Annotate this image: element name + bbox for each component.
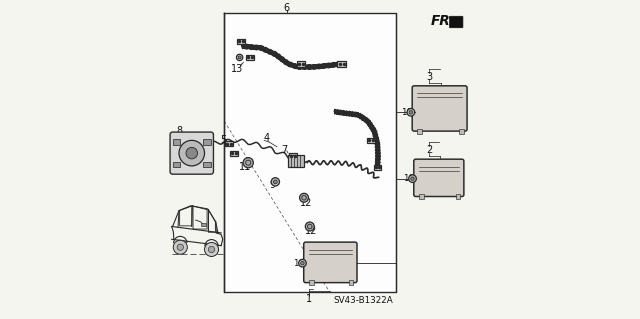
Circle shape [271,178,280,186]
Circle shape [273,180,277,184]
Bar [296,61,305,67]
Bar [337,61,346,67]
Text: 8: 8 [176,126,182,136]
Bar [173,162,180,167]
Circle shape [179,140,205,166]
Circle shape [411,177,414,180]
Text: 11: 11 [239,162,251,173]
Circle shape [173,240,188,254]
Bar [246,55,253,60]
Text: 3: 3 [426,71,433,82]
Bar [204,162,211,167]
Text: 12: 12 [305,226,317,236]
Text: 5: 5 [220,135,227,145]
Text: 7: 7 [282,145,288,155]
Circle shape [407,108,415,116]
Bar [237,39,245,44]
Text: 12: 12 [300,197,312,208]
Circle shape [409,175,417,182]
Circle shape [299,259,307,267]
Bar [349,280,353,285]
Bar [202,223,206,226]
Circle shape [305,222,314,231]
Bar [230,151,237,156]
Text: 2: 2 [426,145,433,155]
FancyBboxPatch shape [414,159,464,197]
FancyBboxPatch shape [304,242,357,283]
Bar [459,129,463,134]
Bar [225,141,233,146]
Text: 6: 6 [284,3,289,13]
FancyBboxPatch shape [412,86,467,131]
Text: 13: 13 [231,63,243,74]
Bar [417,129,422,134]
FancyBboxPatch shape [449,16,463,28]
Text: 4: 4 [264,133,270,143]
Circle shape [209,246,215,253]
Text: 10: 10 [403,174,414,183]
Text: 1: 1 [306,294,312,304]
Bar [288,155,304,167]
Circle shape [186,147,198,159]
Circle shape [409,111,413,114]
Circle shape [205,242,218,256]
Bar [173,139,180,145]
Bar [289,153,297,159]
FancyBboxPatch shape [170,132,214,174]
Circle shape [301,262,304,265]
Polygon shape [224,13,396,292]
Circle shape [177,244,184,250]
Circle shape [300,193,308,202]
Text: SV43-B1322A: SV43-B1322A [333,296,393,305]
Circle shape [243,158,253,168]
Bar [309,280,314,285]
Text: 9: 9 [269,180,275,190]
Text: FR.: FR. [430,14,456,28]
Bar [367,138,375,143]
Text: 10: 10 [292,259,304,268]
Circle shape [236,54,243,61]
Text: 10: 10 [401,108,413,117]
Bar [374,165,381,170]
Circle shape [238,56,241,59]
Bar [204,139,211,145]
Bar [456,194,460,199]
Bar [419,194,424,199]
